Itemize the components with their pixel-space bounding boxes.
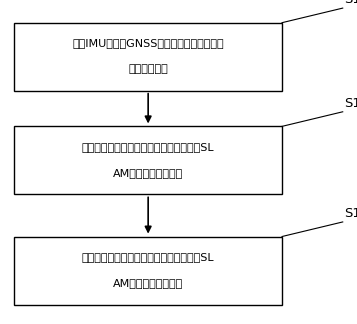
Bar — [14, 237, 282, 305]
Text: AM生成第一定位信息: AM生成第一定位信息 — [113, 168, 183, 178]
Bar — [14, 23, 282, 91]
Text: AM生成第二定位信息: AM生成第二定位信息 — [113, 278, 183, 288]
Text: 初始定位信息: 初始定位信息 — [128, 64, 168, 74]
Text: S1041: S1041 — [345, 0, 357, 6]
Text: 基于初始定位信息和图像数据，利用视觉SL: 基于初始定位信息和图像数据，利用视觉SL — [82, 142, 215, 152]
Text: S1043: S1043 — [345, 207, 357, 220]
Text: 基于第一定位信息和点云数据，利用激光SL: 基于第一定位信息和点云数据，利用激光SL — [82, 252, 215, 262]
Text: 基于IMU数据、GNSS数据和标定信息，生成: 基于IMU数据、GNSS数据和标定信息，生成 — [72, 38, 224, 48]
Text: S1042: S1042 — [345, 97, 357, 110]
Bar — [14, 126, 282, 194]
